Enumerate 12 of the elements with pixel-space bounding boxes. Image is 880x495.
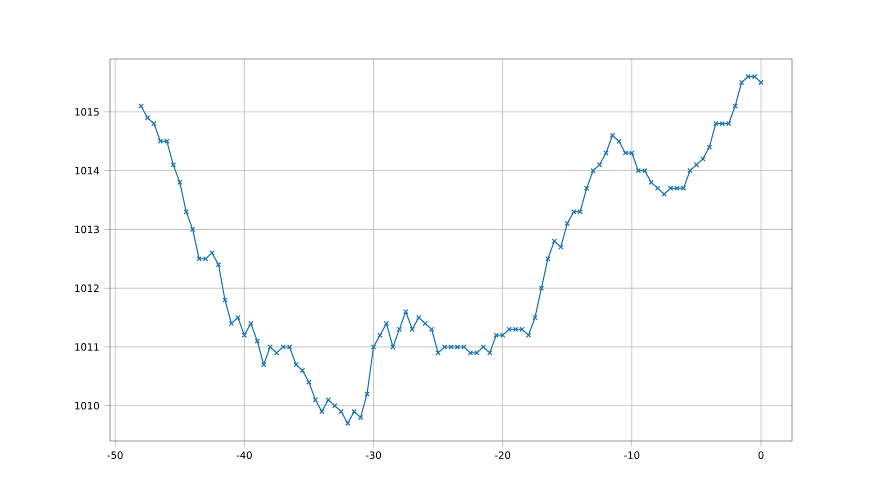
x-tick-label: -10 bbox=[624, 451, 640, 459]
x-tick-label: -30 bbox=[366, 451, 381, 459]
y-tick-label: 1013 bbox=[75, 226, 99, 234]
x-tick-label: -50 bbox=[107, 451, 123, 459]
y-tick-label: 1011 bbox=[75, 343, 99, 351]
y-tick-label: 1010 bbox=[75, 402, 99, 410]
x-tick-label: 0 bbox=[758, 451, 764, 459]
y-tick-label: 1012 bbox=[75, 284, 99, 292]
y-tick-label: 1015 bbox=[75, 108, 99, 116]
x-tick-label: -20 bbox=[494, 451, 510, 459]
y-tick-label: 1014 bbox=[75, 166, 100, 174]
x-tick-label: -40 bbox=[236, 451, 252, 459]
